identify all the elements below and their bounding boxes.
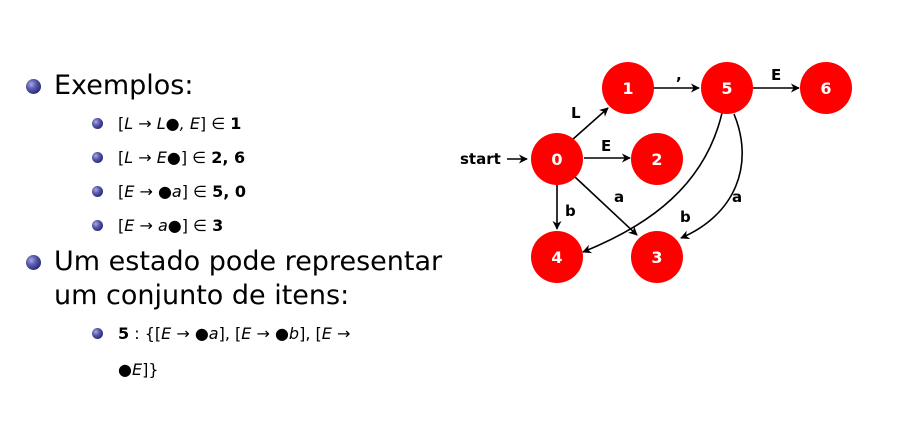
edge-0-3 <box>574 176 638 236</box>
state-set-line1: 5 : {[E → ●a], [E → ●b], [E → <box>118 324 351 343</box>
svg-text:5: 5 <box>721 79 732 98</box>
sub-bullet-icon <box>92 152 103 163</box>
node-5: 5 <box>701 62 753 114</box>
bullet-icon <box>26 255 41 270</box>
edge-label-0-4: b <box>565 202 576 220</box>
heading-estado-line2: um conjunto de itens: <box>54 280 350 311</box>
state-set-line2: ●E]} <box>118 360 159 379</box>
edge-5-3 <box>680 113 743 239</box>
example-item: [L → L●, E] ∈ 1 <box>118 114 242 133</box>
start-label: start <box>460 150 501 168</box>
sub-bullet-icon <box>92 118 103 129</box>
edge-label-0-2: E <box>601 137 611 155</box>
node-0: 0 <box>531 133 583 185</box>
edge-0-1 <box>571 107 609 141</box>
edge-5-4 <box>582 112 723 254</box>
bullet-icon <box>26 79 41 94</box>
edge-label-5-3: a <box>732 188 742 206</box>
svg-text:3: 3 <box>651 248 662 267</box>
node-1: 1 <box>602 62 654 114</box>
sub-bullet-icon <box>92 328 103 339</box>
edge-label-1-5: , <box>676 66 682 84</box>
node-4: 4 <box>531 231 583 283</box>
svg-text:4: 4 <box>551 248 562 267</box>
edge-label-0-3: a <box>614 188 624 206</box>
sub-bullet-icon <box>92 220 103 231</box>
svg-text:6: 6 <box>820 79 831 98</box>
svg-text:2: 2 <box>651 150 662 169</box>
node-2: 2 <box>631 133 683 185</box>
heading-exemplos: Exemplos: <box>54 70 194 101</box>
edge-label-0-1: L <box>571 104 581 122</box>
edge-label-5-4: b <box>680 208 691 226</box>
example-item: [E → a●] ∈ 3 <box>118 216 224 235</box>
heading-estado-line1: Um estado pode representar <box>54 246 443 277</box>
edge-label-5-6: E <box>771 66 781 84</box>
node-6: 6 <box>800 62 852 114</box>
svg-text:1: 1 <box>622 79 633 98</box>
svg-text:0: 0 <box>551 150 562 169</box>
node-3: 3 <box>631 231 683 283</box>
sub-bullet-icon <box>92 186 103 197</box>
example-item: [L → E●] ∈ 2, 6 <box>118 148 246 167</box>
example-item: [E → ●a] ∈ 5, 0 <box>118 182 246 201</box>
